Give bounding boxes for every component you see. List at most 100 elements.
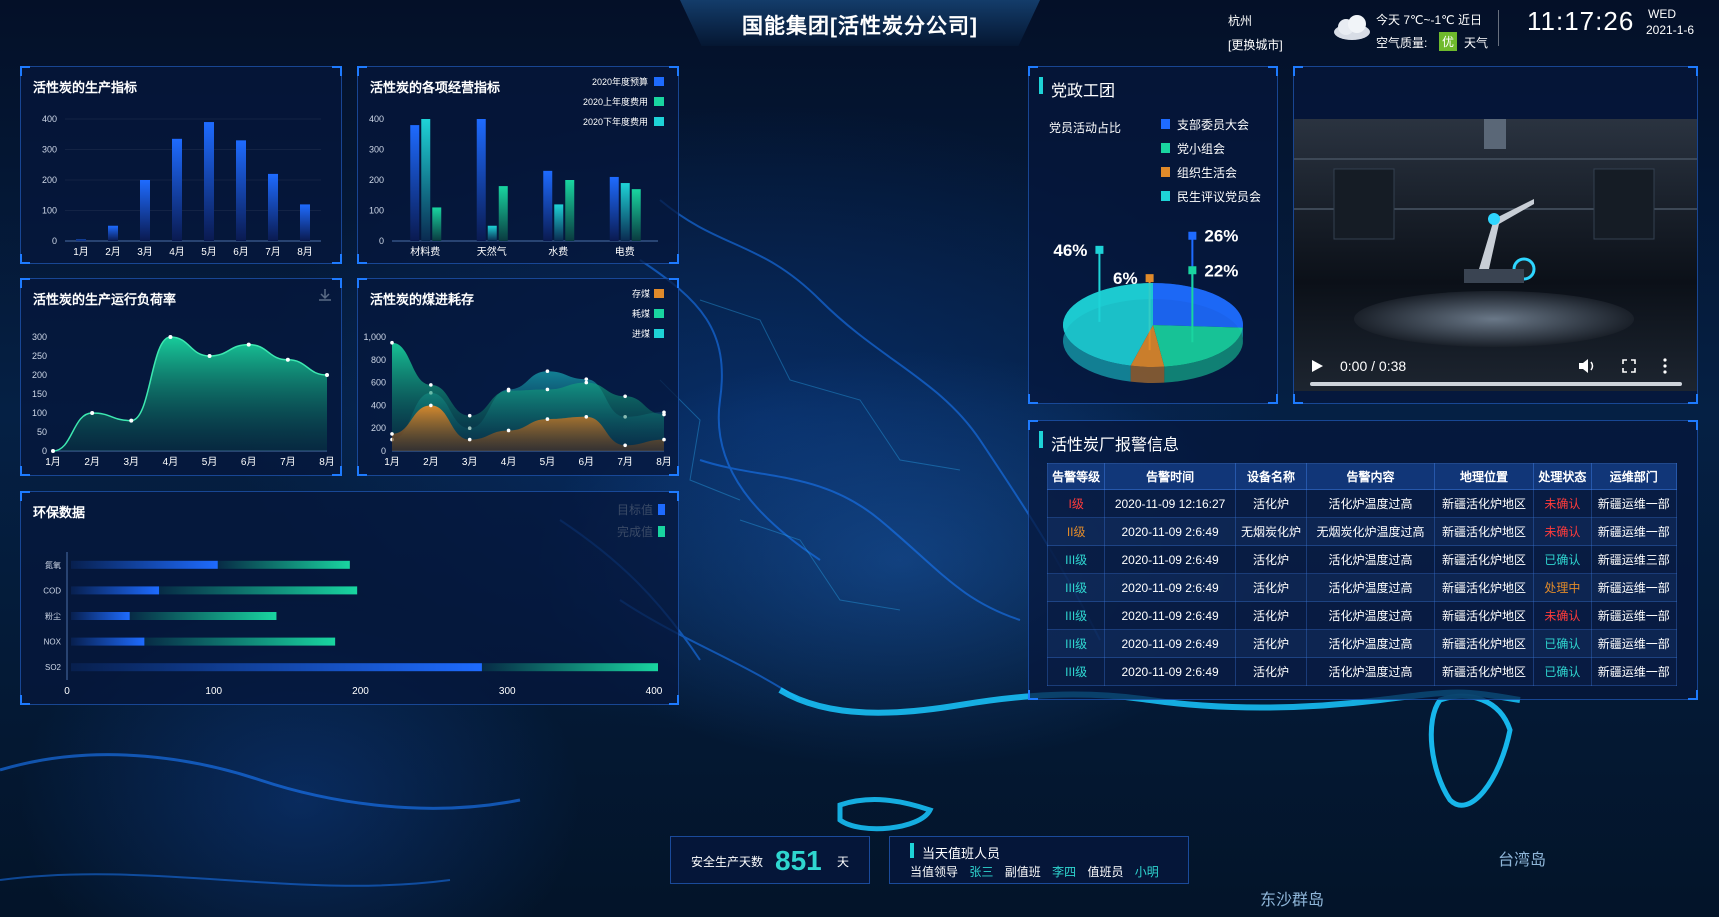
table-cell: II级	[1046, 517, 1106, 546]
y-tick-label: 粉尘	[45, 611, 61, 621]
pie-label-marker	[1095, 245, 1104, 254]
area	[53, 337, 327, 451]
bar	[76, 239, 86, 241]
table-cell: 新疆运维一部	[1590, 629, 1678, 658]
panel-title: 活性炭的煤进耗存	[370, 292, 475, 307]
table-cell: 活化炉	[1234, 573, 1308, 602]
table-cell: 新疆活化炉地区	[1433, 601, 1535, 630]
table-cell: 新疆运维一部	[1590, 517, 1678, 546]
legend-swatch	[654, 329, 664, 338]
tick-label: 200	[32, 370, 47, 380]
table-cell: 2020-11-09 2:6:49	[1104, 517, 1236, 546]
tick-label: 300	[369, 145, 384, 155]
point	[129, 418, 134, 423]
more-options-icon[interactable]	[1662, 358, 1668, 374]
bar-target	[71, 612, 130, 620]
x-tick-label: 6月	[579, 456, 595, 468]
pie-slice	[1153, 283, 1243, 328]
legend-swatch	[654, 97, 664, 106]
bar	[476, 119, 486, 241]
bar	[620, 183, 630, 241]
legend-swatch	[1161, 119, 1170, 129]
video-frame[interactable]	[1294, 119, 1697, 391]
table-row[interactable]: I级 2020-11-09 12:16:27 活化炉 活化炉温度过高 新疆活化炉地区 未确…	[1046, 489, 1678, 518]
bar-target	[71, 663, 482, 672]
change-city-link[interactable]: [更换城市]	[1228, 38, 1283, 52]
title-accent	[1039, 431, 1043, 448]
table-row[interactable]: III级 2020-11-09 2:6:49 活化炉 活化炉温度过高 新疆活化炉地区 已确…	[1046, 657, 1678, 686]
table-cell: 未确认	[1533, 517, 1592, 546]
pie-value-label: 26%	[1204, 227, 1238, 246]
table-cell: III级	[1046, 629, 1106, 658]
x-tick-label: 1月	[384, 456, 400, 468]
title-accent	[1039, 77, 1043, 94]
table-header: 地理位置	[1433, 463, 1535, 490]
panel-title: 活性炭厂报警信息	[1051, 437, 1180, 454]
table-row[interactable]: II级 2020-11-09 2:6:49 无烟炭化炉 无烟炭化炉温度过高 新疆活化炉地…	[1046, 517, 1678, 546]
bar-target	[71, 586, 160, 595]
pie-label-marker	[1145, 274, 1154, 283]
legend-label: 组织生活会	[1177, 166, 1237, 180]
bar-actual	[144, 637, 336, 646]
table-row[interactable]: III级 2020-11-09 2:6:49 活化炉 活化炉温度过高 新疆活化炉地区 已确…	[1046, 545, 1678, 574]
x-tick-label: 8月	[297, 246, 313, 258]
bar	[300, 204, 310, 241]
vice-name: 李四	[1052, 865, 1077, 879]
x-tick-label: 2月	[84, 456, 100, 468]
x-tick-label: 7月	[280, 456, 296, 468]
fullscreen-icon[interactable]	[1622, 359, 1636, 373]
table-row[interactable]: III级 2020-11-09 2:6:49 活化炉 活化炉温度过高 新疆活化炉地区 未确…	[1046, 601, 1678, 630]
pie-value-label: 22%	[1204, 261, 1238, 280]
panel-coal: 活性炭的煤进耗存 0 200 400 600 800 1,000 1月 2月 3月 4月 5月 6月 7…	[357, 278, 679, 476]
tick-label: 50	[37, 427, 47, 437]
point	[662, 437, 666, 442]
legend-label: 支部委员大会	[1177, 117, 1249, 132]
table-row[interactable]: III级 2020-11-09 2:6:49 活化炉 活化炉温度过高 新疆活化炉地区 处理…	[1046, 573, 1678, 602]
table-row[interactable]: III级 2020-11-09 2:6:49 活化炉 活化炉温度过高 新疆活化炉地区 已确…	[1046, 629, 1678, 658]
point	[584, 415, 589, 419]
x-tick-label: 8月	[656, 456, 672, 468]
video-time: 0:00 / 0:38	[1340, 358, 1407, 374]
x-tick-label: 天然气	[477, 245, 507, 258]
pie-slice	[1130, 325, 1165, 367]
bar-actual	[217, 560, 350, 569]
table-cell: 无烟炭化炉	[1234, 517, 1308, 546]
bar	[432, 207, 442, 241]
table-cell: 新疆运维一部	[1590, 573, 1678, 602]
bar	[565, 180, 575, 241]
page-title: 国能集团[活性炭分公司]	[742, 15, 978, 38]
y-tick-label: 氮氧	[45, 560, 61, 570]
legend-label: 进煤	[632, 328, 650, 339]
vice-label: 副值班	[1004, 865, 1041, 879]
cloud-icon	[1334, 15, 1370, 40]
download-icon[interactable]	[317, 287, 333, 303]
legend-swatch	[658, 526, 665, 537]
bar-actual	[159, 586, 358, 595]
bar	[410, 125, 420, 241]
table-cell: 已确认	[1533, 545, 1592, 574]
leader-label: 当值领导	[910, 865, 959, 879]
point	[90, 411, 95, 415]
point	[623, 394, 627, 399]
video-progress-bar[interactable]	[1310, 382, 1682, 386]
table-cell: 活化炉温度过高	[1306, 601, 1435, 630]
panel-title: 活性炭的各项经营指标	[370, 80, 501, 95]
play-icon[interactable]	[1310, 359, 1324, 373]
x-tick-label: 100	[205, 686, 222, 697]
table-cell: 活化炉温度过高	[1306, 489, 1435, 518]
volume-icon[interactable]	[1578, 358, 1596, 374]
point	[390, 432, 394, 436]
point	[207, 354, 212, 358]
pie-subtitle: 党员活动占比	[1049, 121, 1122, 135]
table-cell: 无烟炭化炉温度过高	[1306, 517, 1435, 546]
table-cell: 处理中	[1533, 573, 1592, 602]
air-quality-label: 空气质量:	[1376, 36, 1428, 50]
table-header: 处理状态	[1533, 463, 1592, 490]
x-tick-label: 电费	[615, 245, 635, 258]
table-header: 运维部门	[1590, 463, 1678, 490]
tick-label: 200	[371, 423, 386, 433]
table-cell: 活化炉	[1234, 545, 1308, 574]
table-cell: 新疆运维三部	[1590, 545, 1678, 574]
